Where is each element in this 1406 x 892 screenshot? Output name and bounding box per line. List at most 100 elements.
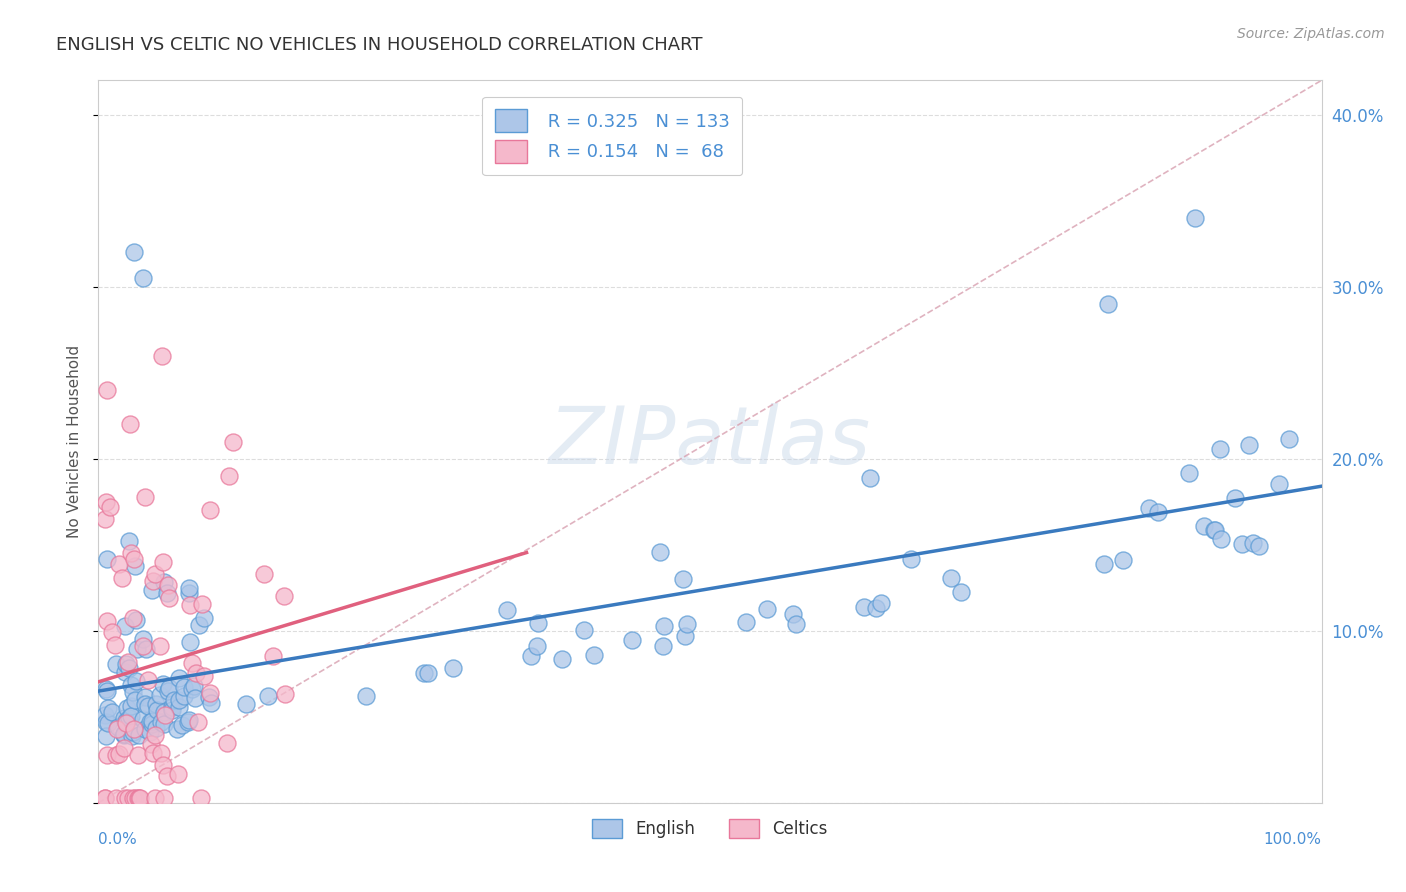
Point [96,383,118,397]
Point [197,690,219,704]
Point [782,607,804,622]
Point [118,661,141,675]
Point [111,571,134,585]
Point [112,711,135,725]
Point [100,624,122,639]
Point [143,566,166,581]
Point [114,790,136,805]
Point [143,728,166,742]
Point [153,574,176,589]
Point [134,491,156,505]
Point [222,434,245,449]
Point [139,725,162,739]
Point [859,471,882,485]
Point [120,417,142,432]
Point [218,469,240,483]
Point [96,684,118,698]
Point [418,665,440,680]
Point [495,602,517,616]
Point [148,639,170,653]
Point [262,649,284,664]
Point [96,747,118,762]
Point [183,679,205,693]
Point [865,601,887,615]
Point [141,582,163,597]
Point [120,698,142,713]
Point [143,790,166,805]
Point [188,618,211,632]
Point [127,748,149,763]
Point [93,790,115,805]
Point [132,271,155,285]
Point [134,722,156,736]
Point [1211,533,1233,547]
Point [121,729,143,743]
Point [172,718,194,732]
Point [179,598,201,612]
Point [93,790,115,805]
Text: ZIPatlas: ZIPatlas [548,402,872,481]
Point [96,682,118,697]
Point [870,596,893,610]
Point [187,715,209,730]
Point [139,737,162,751]
Point [118,534,141,549]
Point [112,727,135,741]
Point [117,655,139,669]
Point [1209,442,1232,457]
Point [257,689,280,703]
Point [354,689,377,703]
Point [139,715,162,730]
Point [108,747,131,761]
Point [156,684,179,698]
Point [150,349,173,363]
Point [149,747,172,761]
Point [621,633,644,648]
Point [167,767,190,781]
Point [273,589,295,603]
Point [1192,519,1215,533]
Point [121,724,143,739]
Point [131,632,153,646]
Point [1204,523,1226,537]
Point [114,665,136,679]
Point [134,697,156,711]
Point [132,639,155,653]
Point [128,790,150,805]
Point [1204,523,1226,537]
Point [136,699,159,714]
Point [198,686,221,700]
Point [122,551,145,566]
Point [181,656,204,670]
Point [104,638,127,652]
Point [105,748,128,763]
Point [108,557,131,571]
Point [124,693,146,707]
Point [1223,491,1246,506]
Point [142,574,165,588]
Point [96,552,118,566]
Point [180,682,202,697]
Point [157,591,180,606]
Point [120,546,142,560]
Point [124,558,146,573]
Point [124,673,146,688]
Point [950,585,973,599]
Point [153,716,176,731]
Point [122,790,145,805]
Point [572,623,595,637]
Point [1137,501,1160,516]
Point [146,703,169,717]
Point [128,728,150,742]
Text: 100.0%: 100.0% [1264,831,1322,847]
Point [107,720,129,734]
Point [650,545,672,559]
Point [93,512,115,526]
Point [671,572,693,586]
Point [1097,297,1119,311]
Point [1112,552,1135,566]
Point [155,708,177,723]
Point [169,693,191,707]
Point [235,697,257,711]
Point [127,790,149,805]
